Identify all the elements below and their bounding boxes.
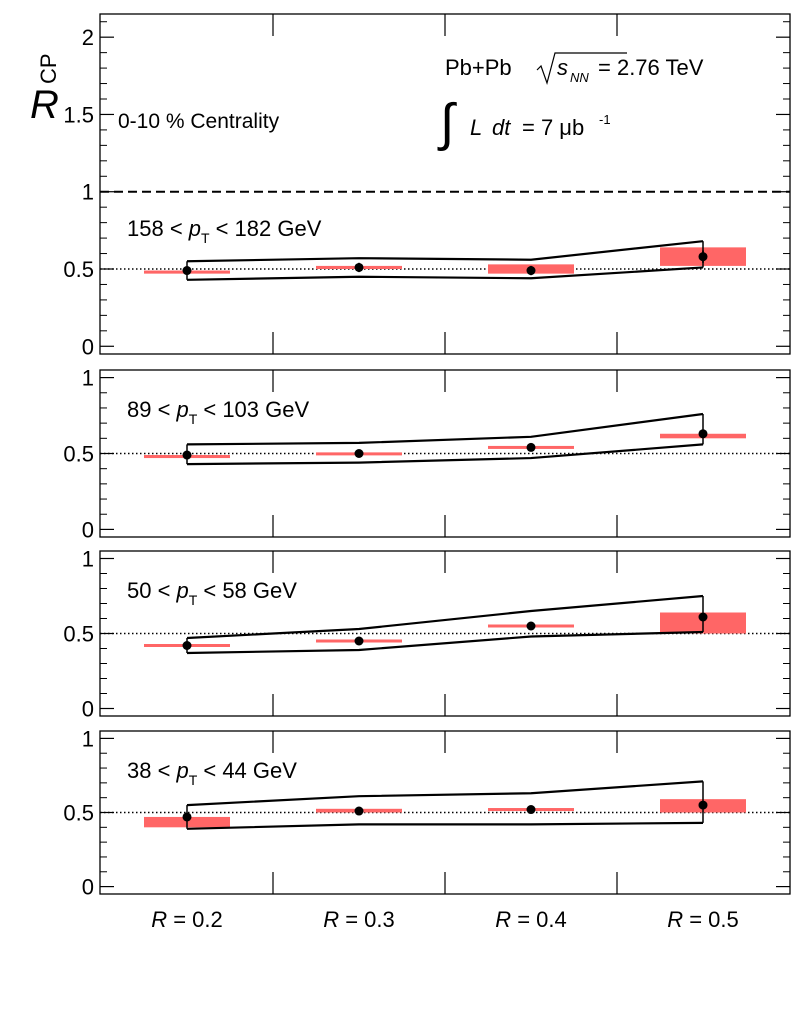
sqrt-s-label: s (557, 55, 568, 80)
x-tick-label: R = 0.3 (323, 907, 395, 932)
pt-range-label: 89 < pT < 103 GeV (127, 397, 309, 427)
system-label: Pb+Pb (445, 55, 512, 80)
lumi-l: L (470, 115, 482, 140)
data-point (698, 612, 708, 622)
y-tick-label: 1.5 (63, 102, 94, 127)
data-point (182, 450, 192, 460)
y-tick-label: 0 (82, 875, 94, 900)
data-point (354, 262, 364, 272)
y-tick-label: 0.5 (63, 442, 94, 467)
data-point (526, 266, 536, 276)
y-tick-label: 0 (82, 517, 94, 542)
data-point (182, 266, 192, 276)
y-axis-label-subscript: CP (36, 53, 61, 84)
data-point (182, 812, 192, 822)
lumi-value: = 7 μb (522, 115, 584, 140)
y-tick-label: 2 (82, 25, 94, 50)
lumi-dt: dt (492, 115, 511, 140)
band-lower-line (186, 630, 704, 655)
y-tick-label: 1 (82, 547, 94, 572)
y-tick-label: 0.5 (63, 622, 94, 647)
panel-3: 0 0.5 1 50 < pT < 58 GeV (63, 547, 791, 722)
sqrt-sign (536, 52, 627, 86)
data-point (526, 621, 536, 631)
band-lower-line (186, 266, 704, 281)
panel-1: 0 0.5 1 1.5 2 158 < pT < 182 GeV (63, 13, 791, 359)
centrality-label: 0-10 % Centrality (118, 110, 280, 133)
y-tick-label: 1 (82, 180, 94, 205)
panel-2: 0 0.5 1 89 < pT < 103 GeV (63, 366, 791, 542)
y-tick-label: 1 (82, 366, 94, 391)
y-axis-label: R (30, 83, 59, 127)
data-point (354, 636, 364, 646)
y-tick-label: 1 (82, 726, 94, 751)
pt-range-label: 158 < pT < 182 GeV (127, 216, 322, 246)
band-upper-line (186, 594, 704, 640)
data-point (698, 252, 708, 262)
energy-label: = 2.76 TeV (598, 55, 704, 80)
pt-range-label: 50 < pT < 58 GeV (127, 578, 297, 608)
data-point (526, 442, 536, 452)
band-upper-line (186, 780, 704, 807)
band-lower-line (186, 443, 704, 466)
y-tick-label: 0 (82, 697, 94, 722)
pt-range-label: 38 < pT < 44 GeV (127, 758, 297, 788)
data-point (698, 800, 708, 810)
luminosity-annotation: ∫ L dt = 7 μb -1 (437, 94, 611, 152)
y-tick-label: 0.5 (63, 801, 94, 826)
data-point (526, 805, 536, 815)
energy-annotation: Pb+Pb s NN = 2.76 TeV (445, 52, 704, 86)
sqrt-s-subscript: NN (570, 70, 589, 85)
band-upper-line (186, 412, 704, 446)
data-point (354, 449, 364, 458)
x-tick-label: R = 0.2 (151, 907, 223, 932)
panels-layer: 0 0.5 1 1.5 2 158 < pT < 182 GeV 0 0.5 1 89 < pT < … (63, 13, 791, 900)
y-tick-label: 0 (82, 334, 94, 359)
data-point (354, 806, 364, 816)
x-tick-label: R = 0.4 (495, 907, 567, 932)
lumi-exponent: -1 (599, 112, 611, 127)
x-tick-labels: R = 0.2 R = 0.3 R = 0.4 R = 0.5 (151, 907, 739, 932)
y-tick-label: 0.5 (63, 257, 94, 282)
x-tick-label: R = 0.5 (667, 907, 739, 932)
band-upper-line (186, 240, 704, 263)
data-point (698, 429, 708, 439)
band-lower-line (186, 821, 704, 830)
data-point (182, 641, 192, 650)
panel-4: 0 0.5 1 38 < pT < 44 GeV (63, 726, 791, 900)
integral-sign: ∫ (437, 94, 457, 152)
